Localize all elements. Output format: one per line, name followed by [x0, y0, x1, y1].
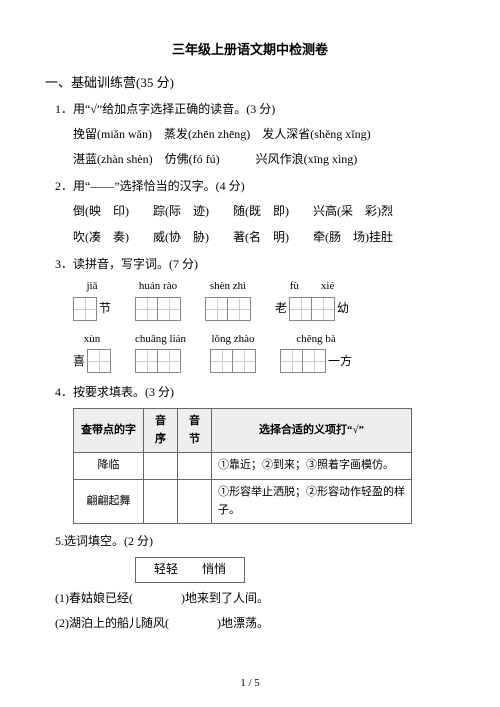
cell [144, 480, 178, 524]
q3-row-1: jiā 节 huán rào shèn zhì fù xié 老 幼 [73, 278, 455, 321]
pinyin-label: shèn zhì [205, 278, 251, 296]
tianzige-grid [210, 349, 256, 373]
q5-stem: 5.选词填空。(2 分) [55, 532, 455, 551]
cell: ①形容举止洒脱；②形容动作轻盈的样子。 [212, 480, 412, 524]
char-grid-group: xùn 喜 [73, 331, 111, 374]
tianzige-cell [88, 350, 110, 372]
char-grid-group: fù xié 老 幼 [275, 278, 349, 321]
tianzige-cell [290, 298, 312, 320]
tianzige-cell [211, 350, 233, 372]
char-grid-group: chēng bà 一方 [280, 331, 352, 374]
q5-blank-2: (2)湖泊上的船儿随风( )地漂荡。 [55, 614, 455, 633]
grid-left-text: 老 [275, 299, 287, 318]
tianzige-cell [233, 350, 255, 372]
tianzige-cell [136, 350, 158, 372]
pinyin-label: chēng bà [280, 331, 352, 349]
cell [178, 453, 212, 480]
tianzige-grid [205, 297, 251, 321]
q3-row-2: xùn 喜 chuāng lián lǒng zhào chēng bà 一方 [73, 331, 455, 374]
tianzige-grid [135, 297, 181, 321]
tianzige-cell [303, 350, 325, 372]
tianzige-cell [228, 298, 250, 320]
page-title: 三年级上册语文期中检测卷 [45, 40, 455, 61]
char-grid-group: chuāng lián [135, 331, 186, 374]
char-grid-group: lǒng zhào [210, 331, 256, 374]
char-grid-group: jiā 节 [73, 278, 111, 321]
page-number: 1 / 5 [0, 675, 500, 693]
tianzige-cell [206, 298, 228, 320]
section-1-header: 一、基础训练营(35 分) [45, 73, 455, 94]
tianzige-grid [280, 349, 326, 373]
grid-left-text: 喜 [73, 352, 85, 371]
cell [144, 453, 178, 480]
q2-row-a: 倒(映 印) 踪(际 迹) 随(既 即) 兴高(采 彩)烈 [73, 202, 455, 221]
cell: ①靠近；②到来；③照着字画模仿。 [212, 453, 412, 480]
q2-stem: 2．用“——”选择恰当的汉字。(4 分) [55, 177, 455, 196]
cell: 翩翩起舞 [74, 480, 144, 524]
q5-box-wrap: 轻轻 悄悄 [45, 557, 455, 582]
q2-row-b: 吹(凑 奏) 威(协 胁) 著(名 明) 牵(肠 场)挂肚 [73, 228, 455, 247]
tianzige-cell [158, 298, 180, 320]
tianzige-cell [158, 350, 180, 372]
th-2: 音节 [178, 409, 212, 453]
q1-row-a: 挽留(miǎn wǎn) 蒸发(zhēn zhēng) 发人深省(shěng x… [73, 125, 455, 144]
q4-table: 查带点的字 音序 音节 选择合适的义项打“√” 降临 ①靠近；②到来；③照着字画… [73, 408, 412, 524]
cell [178, 480, 212, 524]
tianzige-cell [74, 298, 96, 320]
tianzige-grid [289, 297, 335, 321]
q4-stem: 4．按要求填表。(3 分) [55, 383, 455, 402]
pinyin-label: lǒng zhào [210, 331, 256, 349]
q3-stem: 3．读拼音，写字词。(7 分) [55, 255, 455, 274]
pinyin-label: jiā [73, 278, 111, 296]
q1-stem: 1．用“√”给加点字选择正确的读音。(3 分) [55, 100, 455, 119]
table-header-row: 查带点的字 音序 音节 选择合适的义项打“√” [74, 409, 412, 453]
tianzige-grid [87, 349, 111, 373]
tianzige-grid [135, 349, 181, 373]
pinyin-label: fù xié [275, 278, 349, 296]
tianzige-cell [281, 350, 303, 372]
q1-row-b: 湛蓝(zhàn shèn) 仿佛(fó fú) 兴风作浪(xīng xìng) [73, 150, 455, 169]
grid-right-text: 节 [99, 299, 111, 318]
pinyin-label: huán rào [135, 278, 181, 296]
q5-blank-1: (1)春姑娘已经( )地来到了人间。 [55, 589, 455, 608]
tianzige-grid [73, 297, 97, 321]
pinyin-label: chuāng lián [135, 331, 186, 349]
pinyin-label: xùn [73, 331, 111, 349]
th-1: 音序 [144, 409, 178, 453]
table-row: 降临 ①靠近；②到来；③照着字画模仿。 [74, 453, 412, 480]
char-grid-group: shèn zhì [205, 278, 251, 321]
th-0: 查带点的字 [74, 409, 144, 453]
q5-word-box: 轻轻 悄悄 [135, 557, 245, 582]
th-3: 选择合适的义项打“√” [212, 409, 412, 453]
tianzige-cell [312, 298, 334, 320]
char-grid-group: huán rào [135, 278, 181, 321]
tianzige-cell [136, 298, 158, 320]
table-row: 翩翩起舞 ①形容举止洒脱；②形容动作轻盈的样子。 [74, 480, 412, 524]
cell: 降临 [74, 453, 144, 480]
grid-right-text: 幼 [337, 299, 349, 318]
grid-right-text: 一方 [328, 352, 352, 371]
